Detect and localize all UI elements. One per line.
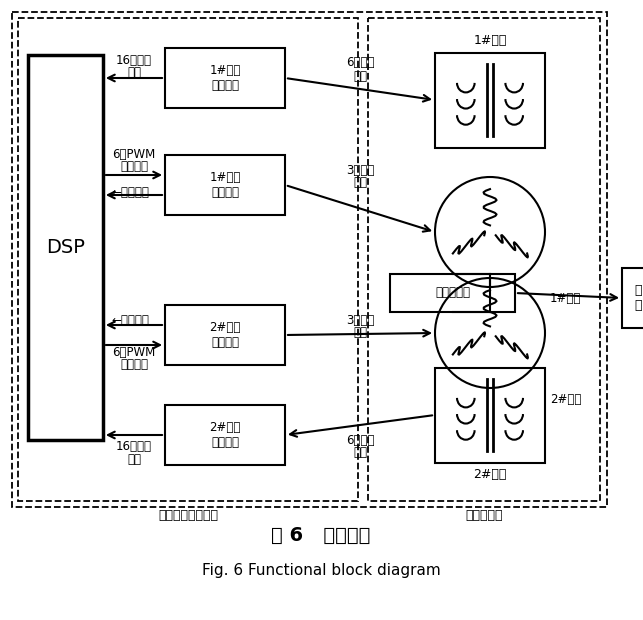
Text: 2#绕组: 2#绕组 bbox=[550, 393, 581, 406]
Text: 控制信号: 控制信号 bbox=[120, 161, 148, 174]
Text: 信号: 信号 bbox=[353, 446, 367, 459]
Text: 信号: 信号 bbox=[353, 69, 367, 82]
Text: 双余度驱动控制器: 双余度驱动控制器 bbox=[158, 509, 218, 522]
Text: 3路绕组: 3路绕组 bbox=[346, 314, 374, 327]
Text: 3路绕组: 3路绕组 bbox=[346, 164, 374, 177]
Text: 1#电机
旋变解算: 1#电机 旋变解算 bbox=[210, 64, 240, 92]
Bar bbox=[18, 18, 358, 501]
Text: 控制信号: 控制信号 bbox=[120, 358, 148, 371]
Bar bbox=[12, 12, 607, 507]
Text: 驱动: 驱动 bbox=[353, 327, 367, 340]
Bar bbox=[622, 268, 643, 328]
Bar bbox=[368, 18, 600, 501]
Text: 16路解算: 16路解算 bbox=[116, 53, 152, 66]
Text: 1#绕组: 1#绕组 bbox=[550, 292, 581, 305]
Text: Fig. 6 Functional block diagram: Fig. 6 Functional block diagram bbox=[202, 562, 440, 577]
Text: 负
载: 负 载 bbox=[634, 284, 642, 312]
Bar bbox=[435, 53, 545, 148]
Text: ←状态反馈: ←状态反馈 bbox=[111, 314, 149, 327]
Bar bbox=[165, 305, 285, 365]
Text: 转子输出轴: 转子输出轴 bbox=[435, 286, 470, 299]
Text: 6路旋变: 6路旋变 bbox=[346, 433, 374, 446]
Bar bbox=[165, 48, 285, 108]
Text: 图 6   原理框图: 图 6 原理框图 bbox=[271, 526, 370, 544]
Bar bbox=[28, 55, 103, 440]
Text: 6路PWM: 6路PWM bbox=[113, 149, 156, 161]
Text: 6路PWM: 6路PWM bbox=[113, 347, 156, 360]
Text: 6路旋变: 6路旋变 bbox=[346, 56, 374, 69]
Text: 驱动: 驱动 bbox=[353, 177, 367, 190]
Text: 信号: 信号 bbox=[127, 453, 141, 466]
Text: DSP: DSP bbox=[46, 238, 85, 257]
Bar bbox=[435, 368, 545, 463]
Text: 双余度电机: 双余度电机 bbox=[466, 509, 503, 522]
Text: 16路解算: 16路解算 bbox=[116, 440, 152, 453]
Text: 2#电机
功率逆变: 2#电机 功率逆变 bbox=[210, 321, 240, 349]
Bar bbox=[390, 274, 515, 312]
Bar bbox=[165, 405, 285, 465]
Text: 2#旋变: 2#旋变 bbox=[473, 468, 507, 481]
Bar bbox=[165, 155, 285, 215]
Text: 1#电机
功率逆变: 1#电机 功率逆变 bbox=[210, 171, 240, 199]
Text: 1#旋变: 1#旋变 bbox=[473, 34, 507, 47]
Text: ←状态反馈: ←状态反馈 bbox=[111, 185, 149, 198]
Text: 2#电机
旋变解算: 2#电机 旋变解算 bbox=[210, 421, 240, 449]
Text: 信号: 信号 bbox=[127, 66, 141, 79]
